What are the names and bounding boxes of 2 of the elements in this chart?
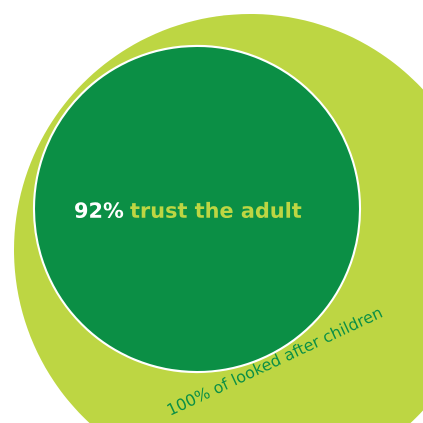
data-label: 92% (75, 202, 124, 218)
category-label: trust the adult (130, 202, 302, 218)
